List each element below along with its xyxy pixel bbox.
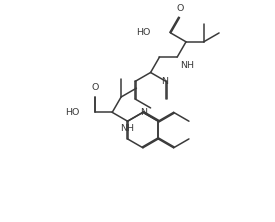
Text: HO: HO — [137, 28, 151, 38]
Text: N: N — [141, 108, 147, 117]
Text: O: O — [177, 4, 184, 13]
Text: HO: HO — [65, 108, 79, 117]
Text: N: N — [161, 77, 169, 86]
Text: NH: NH — [180, 61, 194, 70]
Text: NH: NH — [120, 124, 134, 133]
Text: O: O — [92, 83, 99, 92]
